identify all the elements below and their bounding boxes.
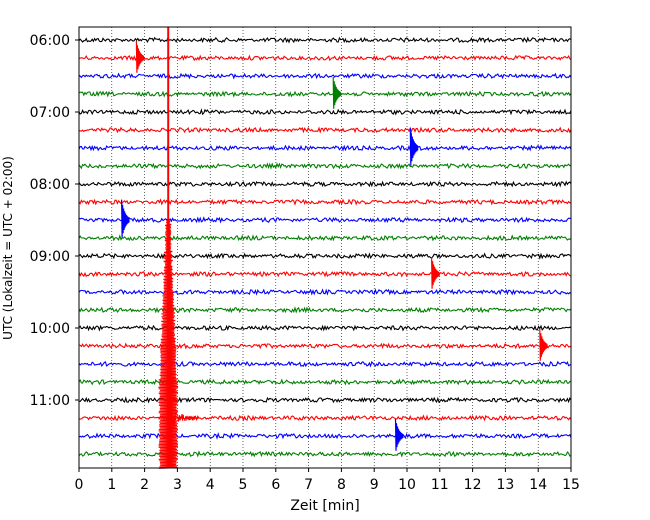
event-marker (539, 328, 548, 361)
y-tick-label: 11:00 (30, 393, 70, 409)
y-tick-label: 09:00 (30, 249, 70, 265)
trace-0915 (78, 270, 572, 278)
y-axis: 06:00 07:00 08:00 09:00 10:00 11:00 (30, 33, 79, 409)
trace-0715 (78, 126, 572, 134)
trace-0745 (78, 162, 572, 170)
x-tick-label: 3 (173, 477, 182, 493)
event-marker (409, 127, 419, 166)
x-tick-label: 13 (496, 477, 514, 493)
event-marker (431, 256, 440, 289)
event-marker (332, 76, 342, 109)
y-tick-label: 08:00 (30, 177, 70, 193)
trace-1045 (78, 378, 572, 386)
x-axis-label: Zeit [min] (290, 498, 359, 514)
trace-1015 (78, 342, 572, 350)
x-tick-label: 5 (239, 477, 248, 493)
y-tick-label: 06:00 (30, 33, 70, 49)
x-tick-label: 4 (206, 477, 215, 493)
event-layer (121, 27, 548, 469)
x-tick-label: 12 (464, 477, 482, 493)
trace-0630 (78, 72, 572, 80)
trace-0800 (78, 180, 572, 188)
main-event-burst (158, 219, 179, 469)
y-tick-label: 07:00 (30, 105, 70, 121)
x-tick-label: 9 (370, 477, 379, 493)
x-tick-label: 2 (140, 477, 149, 493)
x-tick-label: 7 (304, 477, 313, 493)
trace-0830 (78, 216, 572, 224)
x-tick-label: 15 (562, 477, 580, 493)
trace-1130 (78, 432, 572, 440)
trace-0600 (78, 36, 572, 44)
event-marker (121, 199, 130, 238)
trace-1100 (78, 396, 572, 404)
x-axis: 0 1 2 3 4 5 6 7 8 9 10 11 12 13 14 15 (75, 468, 580, 493)
y-tick-label: 10:00 (30, 321, 70, 337)
event-marker (135, 40, 145, 73)
trace-0615 (78, 54, 572, 62)
x-tick-label: 6 (271, 477, 280, 493)
x-tick-label: 14 (529, 477, 547, 493)
x-tick-label: 10 (398, 477, 416, 493)
plot-frame (78, 26, 572, 469)
x-tick-label: 8 (337, 477, 346, 493)
main-event-coda (167, 404, 199, 428)
trace-1145 (78, 450, 572, 458)
y-axis-label: UTC (Lokalzeit = UTC + 02:00) (1, 156, 15, 340)
x-tick-label: 11 (431, 477, 449, 493)
trace-0645 (78, 90, 572, 98)
trace-layer (78, 36, 572, 458)
trace-0900 (78, 252, 572, 260)
trace-1115 (78, 414, 572, 422)
trace-0700 (78, 108, 572, 116)
x-tick-label: 0 (75, 477, 84, 493)
trace-0730 (78, 144, 572, 152)
trace-0930 (78, 288, 572, 296)
x-tick-label: 1 (107, 477, 116, 493)
trace-0945 (78, 306, 572, 314)
trace-0845 (78, 234, 572, 242)
trace-0815 (78, 198, 572, 206)
trace-1000 (78, 324, 572, 332)
trace-1030 (78, 360, 572, 368)
event-marker (394, 418, 404, 451)
